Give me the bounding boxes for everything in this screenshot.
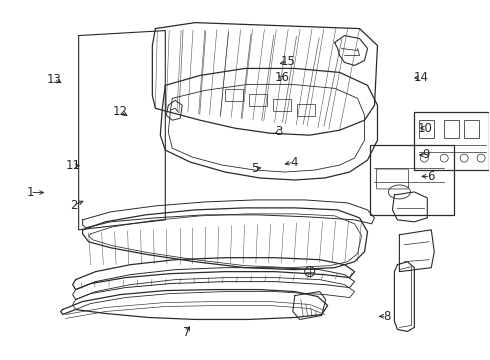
Bar (369, 145, 454, 215)
Text: 6: 6 (427, 170, 434, 183)
Text: 4: 4 (290, 156, 297, 168)
Text: 3: 3 (275, 125, 283, 138)
Bar (444, 120, 459, 138)
Bar (297, 104, 315, 116)
Bar (419, 120, 434, 138)
Text: 9: 9 (422, 148, 429, 161)
Text: 1: 1 (26, 186, 34, 199)
Bar (249, 94, 267, 106)
Text: 7: 7 (183, 326, 190, 339)
Text: 5: 5 (251, 162, 258, 175)
Text: 16: 16 (274, 71, 290, 84)
Text: 2: 2 (71, 199, 78, 212)
Text: 13: 13 (46, 73, 61, 86)
Text: 10: 10 (418, 122, 433, 135)
Bar (273, 99, 291, 111)
Text: 15: 15 (280, 55, 295, 68)
Bar (415, 112, 489, 170)
Text: 11: 11 (66, 159, 81, 172)
Text: 8: 8 (383, 310, 390, 323)
Text: 14: 14 (413, 71, 428, 84)
Bar (225, 89, 243, 101)
Text: 12: 12 (113, 105, 128, 118)
Bar (464, 120, 479, 138)
